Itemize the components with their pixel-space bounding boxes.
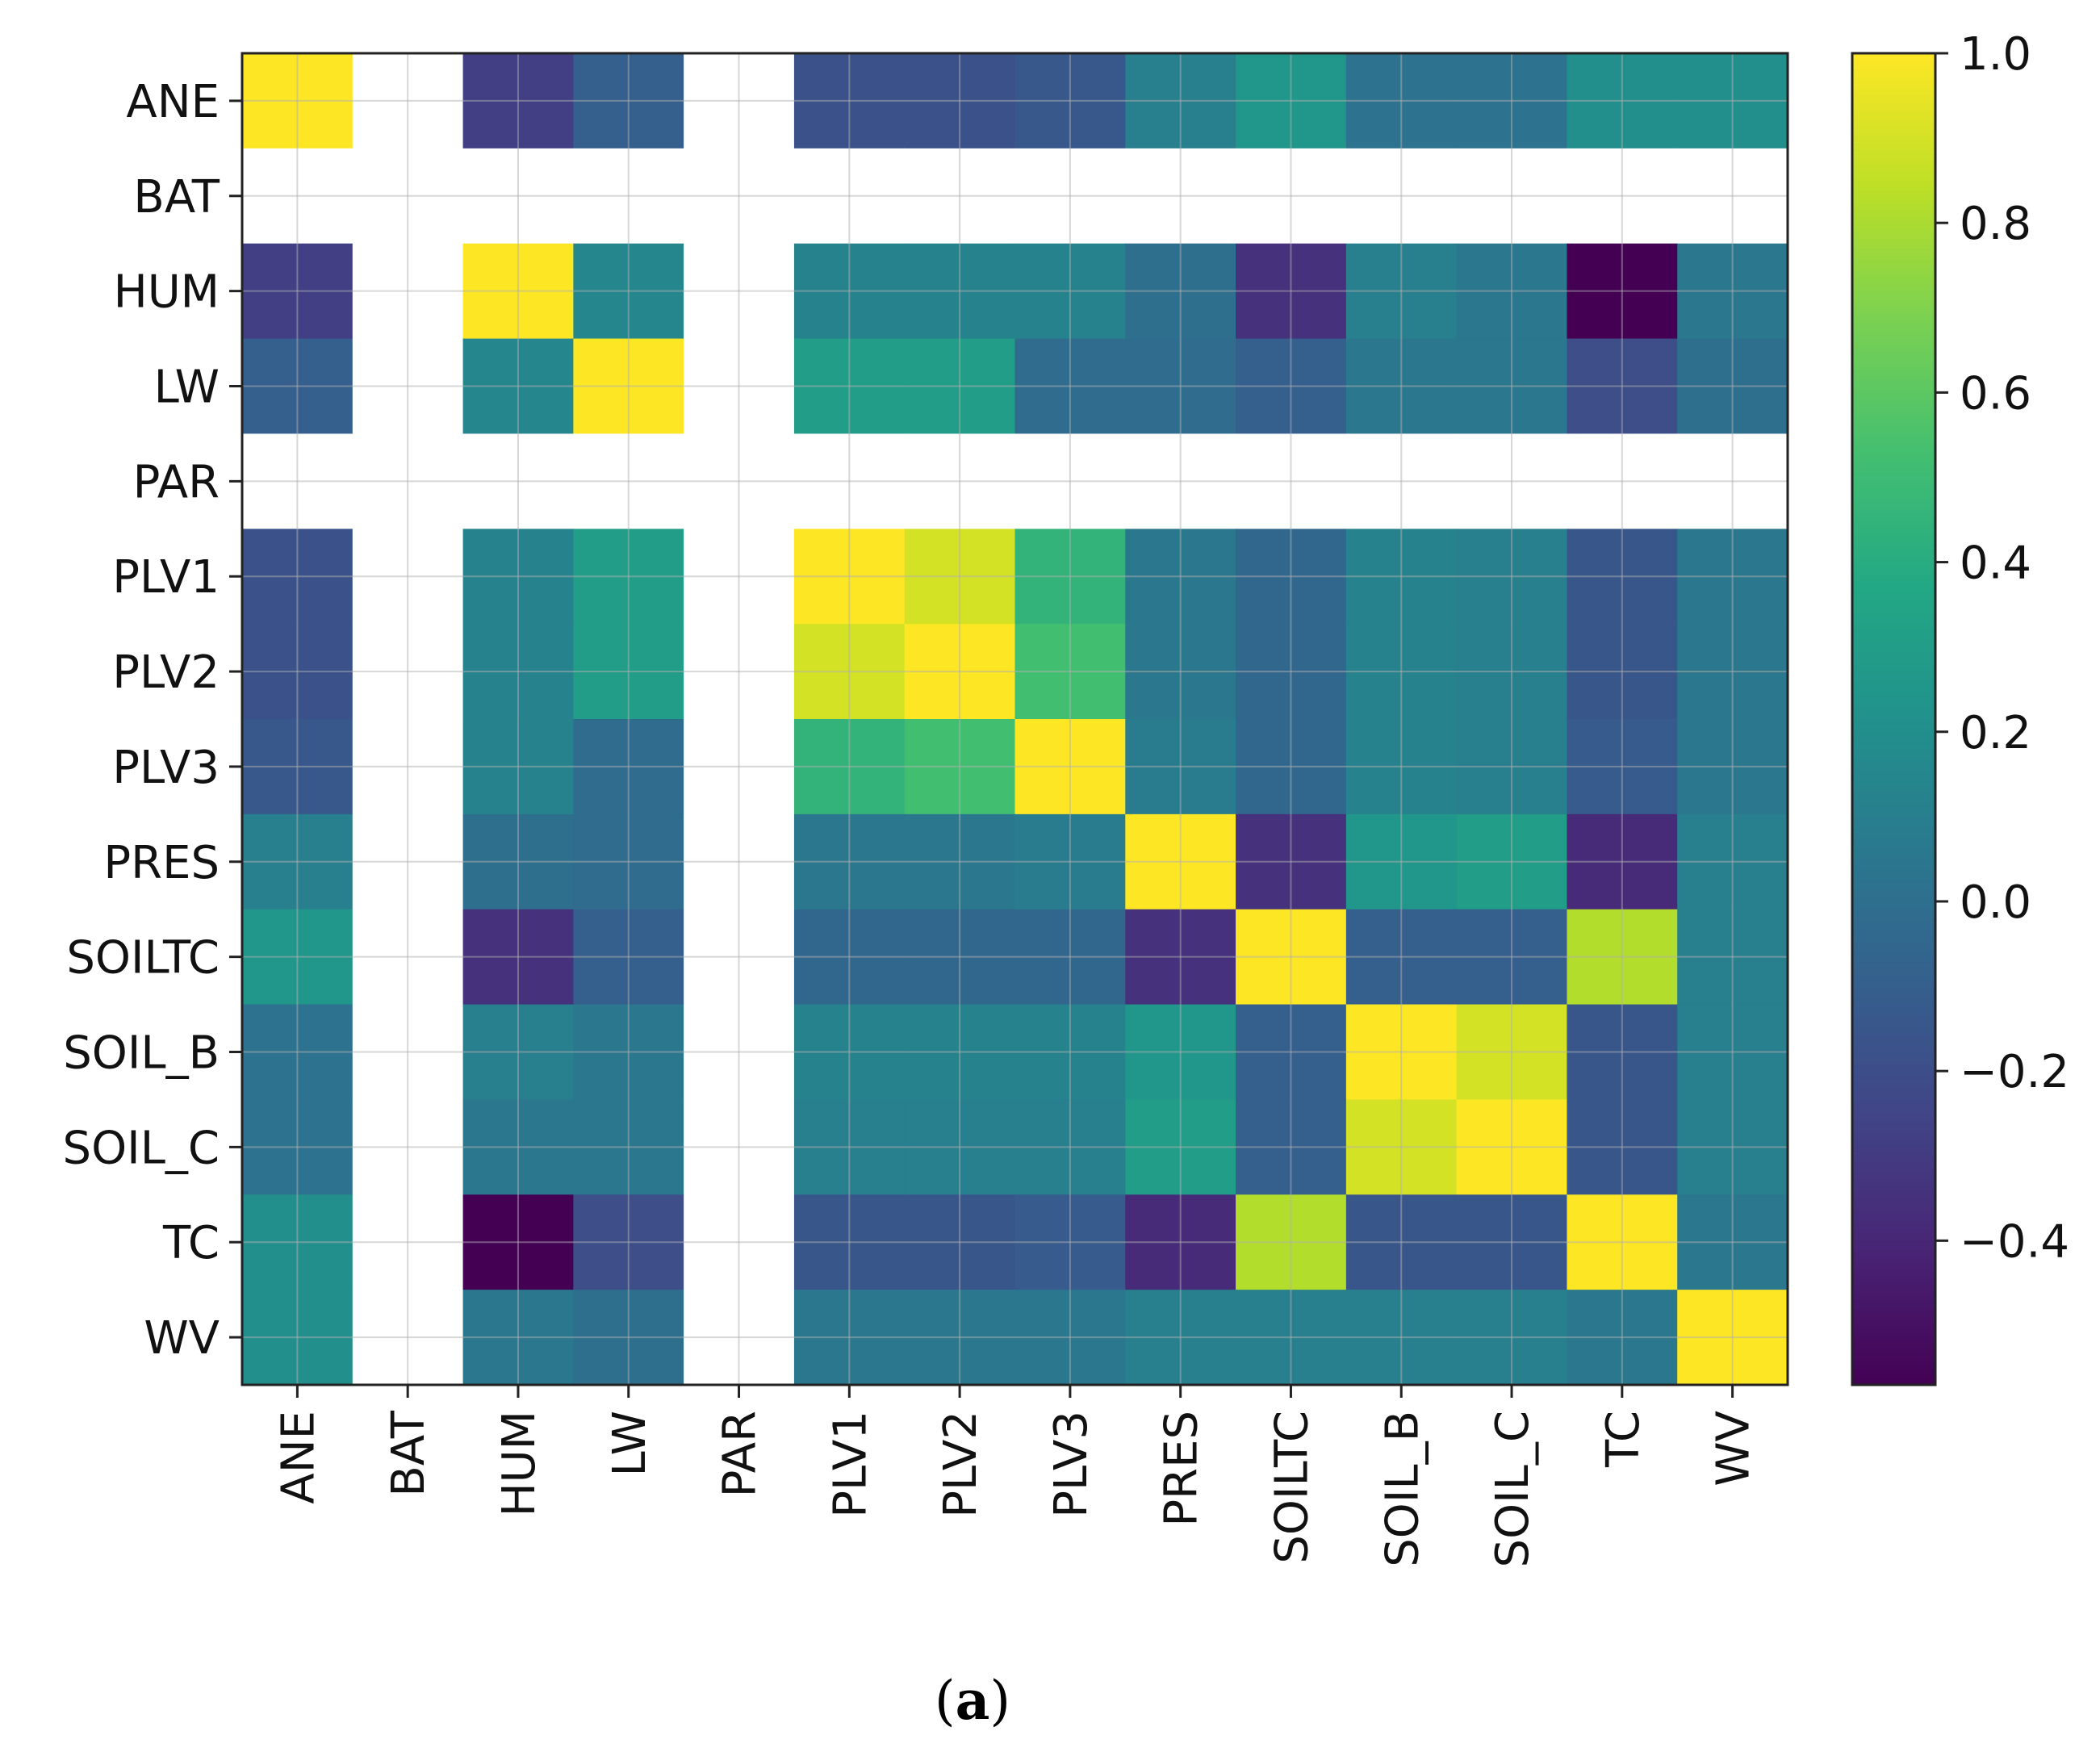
y-tick-label-BAT: BAT: [133, 171, 220, 224]
y-axis-ticks: ANE BAT HUM LW PAR PLV1 PLV2 PLV3 PRES SOILTC SOIL…: [63, 76, 242, 1365]
x-tick-label-PRES: PRES: [1156, 1411, 1208, 1527]
colorbar-tick-label: −0.2: [1960, 1046, 2069, 1098]
y-tick-label-PLV2: PLV2: [112, 646, 220, 699]
colorbar-tick-label: 1.0: [1960, 28, 2031, 81]
y-tick-label-TC: TC: [162, 1217, 220, 1269]
x-tick-label-PLV1: PLV1: [824, 1411, 876, 1518]
colorbar-tick-label: −0.4: [1960, 1215, 2069, 1268]
y-tick-label-ANE: ANE: [126, 76, 220, 128]
x-tick-label-TC: TC: [1597, 1411, 1650, 1468]
y-tick-label-PAR: PAR: [133, 456, 220, 508]
y-tick-label-SOIL_B: SOIL_B: [63, 1027, 220, 1080]
x-tick-label-ANE: ANE: [272, 1411, 324, 1504]
figure-caption: (a): [935, 1669, 1010, 1732]
y-tick-label-SOILTC: SOILTC: [66, 932, 220, 985]
x-axis-ticks: ANE BAT HUM LW PAR PLV1 PLV2 PLV3 PRES SOILTC SOIL…: [272, 1385, 1760, 1567]
colorbar: [1851, 52, 1937, 1386]
x-tick-label-HUM: HUM: [493, 1411, 546, 1516]
colorbar-ticks: 1.0 0.8 0.6 0.4 0.2 0.0 −0.2 −0.4: [1935, 28, 2069, 1268]
x-tick-label-PAR: PAR: [714, 1411, 767, 1497]
y-tick-label-WV: WV: [144, 1312, 220, 1365]
colorbar-tick-label: 0.2: [1960, 707, 2031, 759]
heatmap-frame: [241, 52, 1789, 1386]
caption-open-paren: (: [935, 1670, 956, 1732]
caption-letter: a: [956, 1669, 990, 1732]
x-tick-label-BAT: BAT: [383, 1410, 435, 1496]
y-tick-label-PRES: PRES: [103, 837, 220, 889]
x-tick-label-WV: WV: [1708, 1411, 1760, 1487]
y-tick-label-SOIL_C: SOIL_C: [63, 1122, 220, 1174]
colorbar-tick-label: 0.4: [1960, 537, 2031, 590]
colorbar-tick-label: 0.0: [1960, 876, 2031, 929]
heatmap-cells: [242, 53, 1788, 1386]
x-tick-label-SOIL_B: SOIL_B: [1376, 1411, 1429, 1567]
colorbar-tick-label: 0.8: [1960, 198, 2031, 250]
x-tick-label-PLV2: PLV2: [935, 1411, 987, 1518]
heatmap-gridlines: [242, 53, 1788, 1385]
caption-close-paren: ): [989, 1670, 1010, 1732]
y-tick-label-PLV3: PLV3: [112, 742, 220, 794]
colorbar-tick-label: 0.6: [1960, 367, 2031, 420]
y-tick-label-PLV1: PLV1: [112, 551, 220, 604]
x-tick-label-SOILTC: SOILTC: [1265, 1411, 1318, 1564]
x-tick-label-PLV3: PLV3: [1045, 1411, 1098, 1518]
x-tick-label-LW: LW: [604, 1411, 656, 1476]
x-tick-label-SOIL_C: SOIL_C: [1487, 1411, 1539, 1567]
y-tick-label-HUM: HUM: [114, 266, 220, 319]
y-tick-label-LW: LW: [154, 362, 220, 414]
